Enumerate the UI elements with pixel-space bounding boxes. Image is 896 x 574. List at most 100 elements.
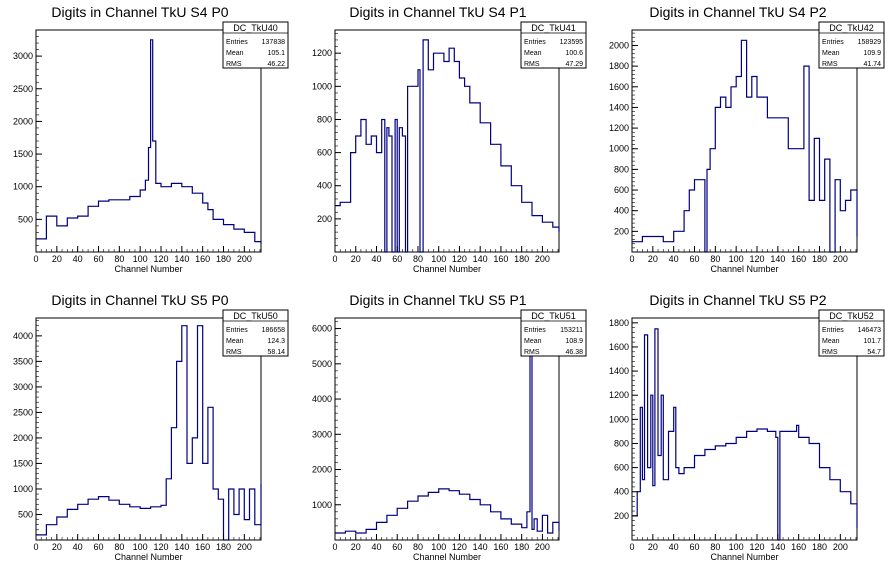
x-axis-label: Channel Number	[710, 264, 778, 274]
stats-entries-value: 158929	[858, 39, 881, 46]
stats-rms-value: 54.7	[867, 349, 881, 356]
y-tick-label: 600	[317, 148, 332, 158]
y-tick-label: 1800	[609, 318, 629, 328]
y-tick-label: 1500	[13, 458, 33, 468]
y-tick-label: 500	[18, 509, 33, 519]
x-tick-label: 20	[52, 542, 62, 552]
histogram-series	[36, 39, 262, 245]
x-tick-label: 40	[669, 254, 679, 264]
y-tick-label: 2500	[13, 407, 33, 417]
x-tick-label: 200	[833, 254, 848, 264]
x-tick-label: 100	[729, 542, 744, 552]
x-tick-label: 160	[195, 254, 210, 264]
stats-entries-label: Entries	[822, 327, 844, 334]
y-tick-label: 1400	[609, 366, 629, 376]
x-tick-label: 0	[332, 542, 337, 552]
stats-mean-value: 100.6	[565, 50, 583, 57]
x-tick-label: 120	[452, 542, 467, 552]
y-tick-label: 2000	[312, 465, 332, 475]
histogram-series	[36, 325, 262, 541]
y-tick-label: 200	[614, 226, 629, 236]
x-tick-label: 40	[669, 542, 679, 552]
histogram-panel-6: Digits in Channel TkU S5 P2 0 20 40 60 80 100 1…	[609, 292, 885, 562]
stats-rms-label: RMS	[822, 61, 838, 68]
y-tick-label: 1000	[312, 81, 332, 91]
y-tick-label: 2000	[609, 40, 629, 50]
plot-frame	[334, 317, 560, 541]
y-tick-label: 1200	[609, 123, 629, 133]
x-tick-label: 200	[535, 542, 550, 552]
y-tick-label: 400	[614, 487, 629, 497]
x-tick-label: 40	[371, 254, 381, 264]
chart-title: Digits in Channel TkU S5 P0	[51, 292, 228, 308]
stats-box: DC_TkU41 Entries 123595 Mean 100.6 RMS 47.29	[520, 21, 587, 69]
x-tick-label: 0	[629, 542, 634, 552]
stats-mean-value: 101.7	[863, 338, 881, 345]
stats-entries-value: 137838	[262, 39, 285, 46]
histogram-panel-3: Digits in Channel TkU S4 P2 0 20 40 60 80 100 1…	[609, 4, 885, 274]
y-tick-label: 1200	[312, 48, 332, 58]
x-tick-label: 60	[93, 254, 103, 264]
y-tick-label: 1000	[312, 500, 332, 510]
x-tick-label: 0	[629, 254, 634, 264]
y-tick-label: 400	[317, 181, 332, 191]
y-tick-label: 6000	[312, 324, 332, 334]
x-axis-label: Channel Number	[114, 264, 182, 274]
x-tick-label: 20	[351, 542, 361, 552]
stats-rms-value: 41.74	[863, 61, 881, 68]
stats-box: DC_TkU51 Entries 153211 Mean 108.9 RMS 46.38	[520, 309, 587, 357]
stats-histogram-name: DC_TkU40	[233, 23, 278, 33]
x-axis-label: Channel Number	[413, 552, 481, 562]
stats-mean-label: Mean	[524, 50, 542, 57]
x-tick-label: 120	[452, 254, 467, 264]
x-tick-label: 80	[114, 542, 124, 552]
x-tick-label: 180	[812, 254, 827, 264]
histogram-series	[632, 328, 858, 541]
x-tick-label: 40	[73, 254, 83, 264]
x-tick-label: 60	[689, 254, 699, 264]
chart-title: Digits in Channel TkU S4 P1	[349, 4, 526, 20]
stats-entries-value: 153211	[560, 327, 583, 334]
y-tick-label: 600	[614, 185, 629, 195]
stats-entries-label: Entries	[524, 39, 546, 46]
stats-entries-label: Entries	[226, 39, 248, 46]
x-tick-label: 160	[493, 542, 508, 552]
y-tick-label: 200	[614, 511, 629, 521]
y-tick-label: 5000	[312, 359, 332, 369]
histogram-panel-2: Digits in Channel TkU S4 P1 0 20 40 60 80 100 1…	[312, 4, 587, 274]
stats-rms-value: 47.29	[565, 61, 583, 68]
y-tick-label: 2500	[13, 84, 33, 94]
x-tick-label: 0	[33, 254, 38, 264]
plot-frame	[334, 29, 560, 253]
x-tick-label: 160	[791, 542, 806, 552]
chart-title: Digits in Channel TkU S5 P2	[649, 292, 826, 308]
x-tick-label: 180	[514, 254, 529, 264]
stats-rms-label: RMS	[226, 61, 242, 68]
x-tick-label: 200	[535, 254, 550, 264]
histogram-panel-5: Digits in Channel TkU S5 P1 0 20 40 60 80 100 1…	[312, 292, 587, 562]
stats-rms-label: RMS	[524, 61, 540, 68]
stats-histogram-name: DC_TkU41	[531, 23, 576, 33]
y-tick-label: 1000	[13, 484, 33, 494]
stats-entries-value: 123595	[560, 39, 583, 46]
x-tick-label: 200	[833, 542, 848, 552]
x-tick-label: 100	[431, 254, 446, 264]
chart-title: Digits in Channel TkU S5 P1	[349, 292, 526, 308]
stats-mean-value: 124.3	[267, 338, 285, 345]
y-tick-label: 2000	[13, 433, 33, 443]
histogram-panel-1: Digits in Channel TkU S4 P0 0 20 40 60 80 100 1…	[13, 4, 289, 274]
y-tick-label: 1000	[609, 414, 629, 424]
x-tick-label: 80	[114, 254, 124, 264]
chart-title: Digits in Channel TkU S4 P2	[649, 4, 826, 20]
x-tick-label: 20	[648, 542, 658, 552]
stats-histogram-name: DC_TkU42	[829, 23, 874, 33]
y-tick-label: 600	[614, 463, 629, 473]
y-tick-label: 3500	[13, 356, 33, 366]
x-tick-label: 140	[174, 542, 189, 552]
x-tick-label: 60	[93, 542, 103, 552]
y-tick-label: 4000	[13, 331, 33, 341]
x-tick-label: 20	[351, 254, 361, 264]
stats-box: DC_TkU40 Entries 137838 Mean 105.1 RMS 46.22	[222, 21, 289, 69]
x-tick-label: 20	[52, 254, 62, 264]
stats-box: DC_TkU50 Entries 186658 Mean 124.3 RMS 58.14	[222, 309, 289, 357]
